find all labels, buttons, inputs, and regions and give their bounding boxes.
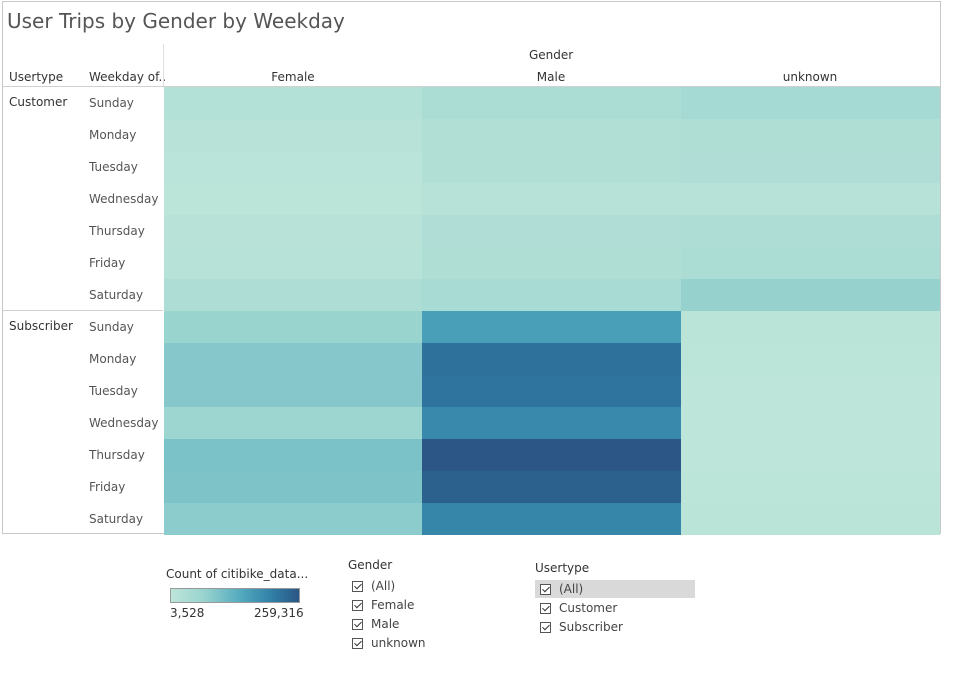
heatmap-cell-customer-tuesday-male[interactable]: [422, 151, 681, 183]
filter-item-label: Female: [371, 598, 415, 612]
row-label-customer-friday: Friday: [89, 256, 126, 270]
heatmap-cell-subscriber-thursday-female[interactable]: [164, 439, 422, 471]
heatmap-cell-customer-tuesday-unknown[interactable]: [681, 151, 940, 183]
row-label-customer-saturday: Saturday: [89, 288, 144, 302]
heatmap-cell-customer-wednesday-unknown[interactable]: [681, 183, 940, 215]
row-group-divider: [3, 310, 163, 311]
heatmap-cell-customer-sunday-unknown[interactable]: [681, 87, 940, 119]
gender-filter-title: Gender: [348, 558, 393, 572]
heatmap-cell-subscriber-sunday-unknown[interactable]: [681, 311, 940, 343]
row-group-subscriber[interactable]: Subscriber: [9, 319, 73, 333]
heatmap-cell-subscriber-friday-unknown[interactable]: [681, 471, 940, 503]
heatmap-cell-customer-monday-unknown[interactable]: [681, 119, 940, 151]
heatmap-cell-subscriber-wednesday-unknown[interactable]: [681, 407, 940, 439]
usertype-filter-subscriber[interactable]: Subscriber: [540, 618, 695, 636]
heatmap-cell-subscriber-friday-male[interactable]: [422, 471, 681, 503]
usertype-filter-title: Usertype: [535, 561, 590, 575]
checkbox-checked-icon[interactable]: [352, 637, 363, 649]
legend-title: Count of citibike_data...: [166, 567, 309, 581]
row-label-customer-wednesday: Wednesday: [89, 192, 159, 206]
heatmap-cell-subscriber-monday-female[interactable]: [164, 343, 422, 375]
heatmap-cell-customer-wednesday-male[interactable]: [422, 183, 681, 215]
heatmap-cell-customer-sunday-female[interactable]: [164, 87, 422, 119]
heatmap-cell-customer-friday-unknown[interactable]: [681, 247, 940, 279]
checkbox-checked-icon[interactable]: [352, 599, 363, 611]
column-header-unknown[interactable]: unknown: [782, 70, 838, 84]
gender-filter-unknown[interactable]: unknown: [352, 634, 462, 652]
heatmap-cell-customer-sunday-male[interactable]: [422, 87, 681, 119]
usertype-row-header[interactable]: Usertype: [9, 70, 64, 84]
row-label-subscriber-monday: Monday: [89, 352, 137, 366]
checkbox-checked-icon[interactable]: [540, 621, 551, 633]
row-label-customer-monday: Monday: [89, 128, 137, 142]
row-group-customer[interactable]: Customer: [9, 95, 68, 109]
heatmap-cell-customer-friday-female[interactable]: [164, 247, 422, 279]
checkbox-checked-icon[interactable]: [540, 602, 551, 614]
filter-item-label: unknown: [371, 636, 426, 650]
filter-item-label: Customer: [559, 601, 618, 615]
usertype-filter-all[interactable]: (All): [535, 580, 695, 598]
row-label-customer-tuesday: Tuesday: [89, 160, 138, 174]
legend-color-ramp: [170, 588, 300, 603]
row-label-subscriber-friday: Friday: [89, 480, 126, 494]
checkbox-checked-icon[interactable]: [540, 583, 551, 595]
heatmap-cell-subscriber-sunday-male[interactable]: [422, 311, 681, 343]
heatmap-cell-subscriber-saturday-male[interactable]: [422, 503, 681, 535]
checkbox-checked-icon[interactable]: [352, 618, 363, 630]
checkbox-checked-icon[interactable]: [352, 580, 363, 592]
heatmap-cell-customer-wednesday-female[interactable]: [164, 183, 422, 215]
row-label-customer-sunday: Sunday: [89, 96, 134, 110]
heatmap-cell-customer-thursday-unknown[interactable]: [681, 215, 940, 247]
heatmap-cell-subscriber-wednesday-male[interactable]: [422, 407, 681, 439]
gender-filter-female[interactable]: Female: [352, 596, 462, 614]
heatmap-cell-customer-saturday-unknown[interactable]: [681, 279, 940, 311]
chart-title: User Trips by Gender by Weekday: [7, 9, 345, 33]
row-label-subscriber-sunday: Sunday: [89, 320, 134, 334]
row-label-subscriber-thursday: Thursday: [89, 448, 145, 462]
column-header-female[interactable]: Female: [271, 70, 315, 84]
row-label-subscriber-saturday: Saturday: [89, 512, 144, 526]
filter-item-label: (All): [371, 579, 396, 593]
column-header-male[interactable]: Male: [536, 70, 566, 84]
usertype-filter-customer[interactable]: Customer: [540, 599, 695, 617]
heatmap-cell-customer-friday-male[interactable]: [422, 247, 681, 279]
filter-item-label: Male: [371, 617, 400, 631]
gender-filter-all[interactable]: (All): [352, 577, 462, 595]
heatmap-cell-subscriber-thursday-male[interactable]: [422, 439, 681, 471]
filter-item-label: Subscriber: [559, 620, 623, 634]
heatmap-cell-customer-monday-male[interactable]: [422, 119, 681, 151]
heatmap-cell-customer-monday-female[interactable]: [164, 119, 422, 151]
heatmap-cell-subscriber-monday-unknown[interactable]: [681, 343, 940, 375]
heatmap-cell-subscriber-tuesday-unknown[interactable]: [681, 375, 940, 407]
heatmap-cell-subscriber-saturday-female[interactable]: [164, 503, 422, 535]
row-label-customer-thursday: Thursday: [89, 224, 145, 238]
heatmap-cell-customer-thursday-female[interactable]: [164, 215, 422, 247]
header-divider: [163, 44, 164, 87]
heatmap-cell-customer-saturday-female[interactable]: [164, 279, 422, 311]
filter-item-label: (All): [559, 582, 584, 596]
heatmap-cell-subscriber-thursday-unknown[interactable]: [681, 439, 940, 471]
row-label-subscriber-tuesday: Tuesday: [89, 384, 138, 398]
heatmap-cell-subscriber-friday-female[interactable]: [164, 471, 422, 503]
header-divider: [3, 86, 940, 87]
legend-max-label: 259,316: [254, 606, 304, 620]
gender-column-group-header: Gender: [529, 48, 574, 62]
row-label-subscriber-wednesday: Wednesday: [89, 416, 159, 430]
gender-filter-male[interactable]: Male: [352, 615, 462, 633]
legend-min-label: 3,528: [170, 606, 205, 620]
weekday-row-header[interactable]: Weekday of..: [89, 70, 167, 84]
heatmap-cell-subscriber-saturday-unknown[interactable]: [681, 503, 940, 535]
heatmap-cell-subscriber-wednesday-female[interactable]: [164, 407, 422, 439]
heatmap-cell-customer-saturday-male[interactable]: [422, 279, 681, 311]
heatmap-cell-subscriber-tuesday-male[interactable]: [422, 375, 681, 407]
heatmap-cell-subscriber-monday-male[interactable]: [422, 343, 681, 375]
heatmap-cell-customer-tuesday-female[interactable]: [164, 151, 422, 183]
heatmap-cell-subscriber-sunday-female[interactable]: [164, 311, 422, 343]
heatmap-cell-customer-thursday-male[interactable]: [422, 215, 681, 247]
heatmap-cell-subscriber-tuesday-female[interactable]: [164, 375, 422, 407]
